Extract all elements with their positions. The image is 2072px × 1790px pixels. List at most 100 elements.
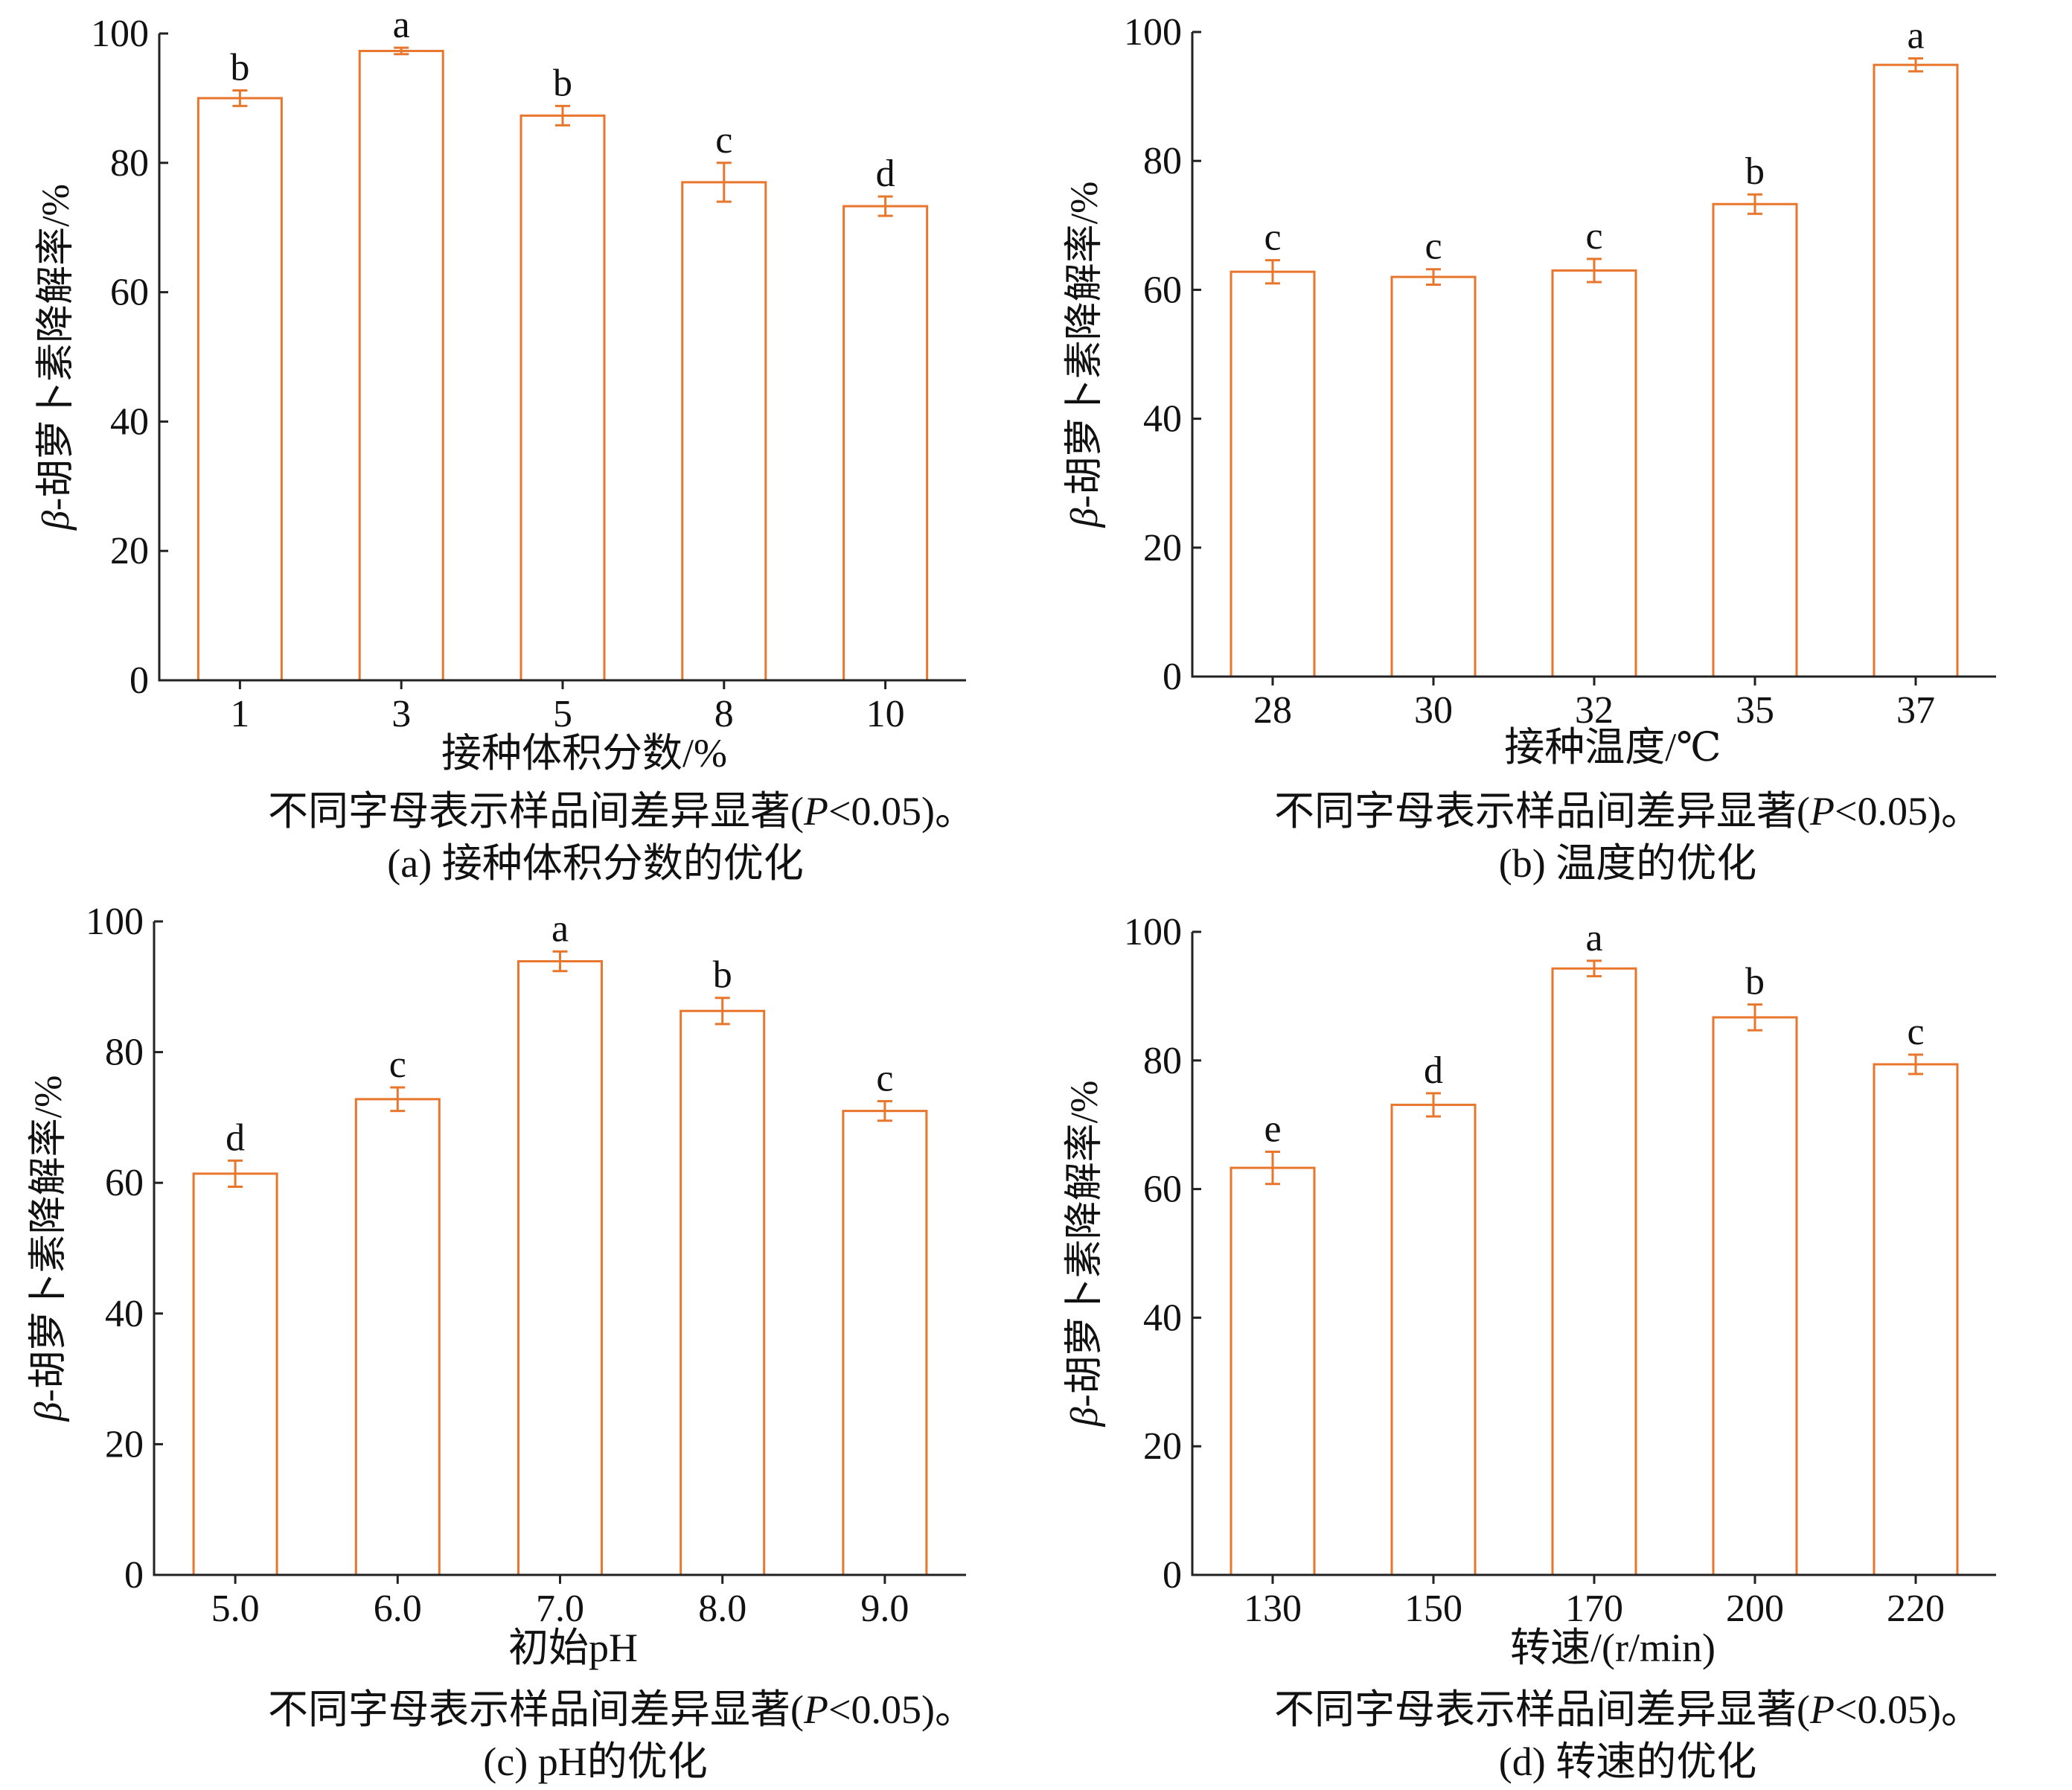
error-bar-32 (1587, 258, 1602, 284)
bar-200 (1712, 1016, 1798, 1576)
x-tick-label-7.0: 7.0 (536, 1588, 584, 1630)
y-tick-label-0: 0 (1163, 1554, 1182, 1596)
y-tick-label-0: 0 (130, 659, 149, 702)
y-tick-label-60: 60 (105, 1162, 144, 1204)
y-tick-label-60: 60 (110, 272, 149, 314)
chart-b-svg: c c c b a 0 20 40 60 80 100 28 30 32 35 37 接种温度/℃ β-胡萝卜素降… (1064, 11, 1996, 770)
chart-d-svg: e d a b c 0 20 40 60 80 100 130 150 170 200 220 转速/(r/mi… (1064, 911, 1996, 1670)
x-tick-label-5.0: 5.0 (211, 1588, 260, 1630)
bar-220 (1873, 1063, 1959, 1576)
significance-letter-32: c (1585, 215, 1602, 258)
bar-30 (1390, 275, 1477, 678)
y-tick-label-20: 20 (1143, 527, 1182, 569)
error-bar-6.0 (390, 1086, 406, 1113)
bar-8.0 (680, 1009, 766, 1576)
error-bar-3 (394, 46, 409, 56)
significance-letter-5.0: d (226, 1116, 245, 1159)
error-bar-8 (716, 162, 732, 203)
x-tick-label-170: 170 (1565, 1588, 1623, 1630)
error-bar-150 (1426, 1092, 1441, 1118)
chart-d-significance-note: 不同字母表示样品间差异显著(P<0.05)。 (1274, 1687, 1981, 1732)
x-tick-label-30: 30 (1414, 689, 1453, 732)
x-tick-label-1: 1 (230, 693, 249, 735)
bar-1 (196, 97, 283, 682)
error-bar-1 (232, 89, 248, 107)
bar-9.0 (842, 1110, 928, 1576)
chart-panel-a: b a b c d 0 20 40 60 80 100 1 3 5 8 10 接种体积分数/% β-胡萝卜素降解率… (0, 0, 1036, 895)
chart-panel-d: e d a b c 0 20 40 60 80 100 130 150 170 200 220 转速/(r/mi… (1036, 895, 2072, 1789)
x-tick-label-220: 220 (1887, 1588, 1945, 1630)
significance-letter-170: a (1585, 917, 1602, 959)
x-tick-label-130: 130 (1244, 1588, 1302, 1630)
bar-35 (1712, 202, 1798, 678)
x-tick-label-9.0: 9.0 (860, 1588, 909, 1630)
y-tick-label-0: 0 (124, 1554, 144, 1596)
chart-d-caption: (d) 转速的优化 (1498, 1739, 1757, 1784)
error-bar-220 (1908, 1053, 1923, 1075)
y-tick-label-40: 40 (110, 400, 149, 443)
x-tick-label-150: 150 (1404, 1588, 1462, 1630)
error-bar-5 (555, 104, 570, 127)
y-tick-label-0: 0 (1163, 656, 1182, 698)
chart-c-svg: d c a b c 0 20 40 60 80 100 5.0 6.0 7.0 8.0 9.0 初始pH β-胡萝… (28, 901, 966, 1670)
error-bar-37 (1908, 57, 1923, 73)
significance-letter-28: c (1264, 217, 1281, 259)
chart-a-significance-note: 不同字母表示样品间差异显著(P<0.05)。 (268, 789, 975, 834)
bar-10 (842, 205, 929, 682)
y-tick-label-100: 100 (91, 13, 149, 55)
x-tick-label-32: 32 (1575, 689, 1614, 732)
bar-37 (1873, 63, 1959, 678)
bar-5.0 (192, 1172, 278, 1576)
y-tick-label-100: 100 (86, 901, 144, 943)
error-bar-130 (1265, 1150, 1280, 1186)
significance-letter-30: c (1424, 226, 1442, 268)
bar-28 (1230, 270, 1316, 678)
bar-32 (1551, 269, 1637, 678)
error-bar-7.0 (552, 950, 568, 973)
error-bar-5.0 (228, 1159, 243, 1188)
x-tick-label-8: 8 (714, 693, 734, 735)
bar-150 (1390, 1103, 1477, 1576)
significance-letter-7.0: a (551, 907, 569, 950)
significance-letter-1: b (230, 46, 249, 89)
x-axis-label: 接种温度/℃ (1504, 725, 1721, 770)
y-tick-label-60: 60 (1143, 269, 1182, 311)
y-tick-label-20: 20 (110, 530, 149, 572)
x-axis-label: 转速/(r/min) (1510, 1626, 1716, 1670)
x-axis-label: 初始pH (508, 1626, 638, 1670)
bar-5 (519, 114, 606, 682)
y-tick-label-80: 80 (110, 142, 149, 185)
x-axis-label: 接种体积分数/% (441, 731, 727, 776)
bar-6.0 (354, 1098, 441, 1576)
x-tick-label-28: 28 (1253, 689, 1292, 732)
error-bar-8.0 (714, 997, 730, 1026)
y-axis-label: β-胡萝卜素降解率/% (35, 184, 77, 531)
error-bar-9.0 (877, 1099, 892, 1122)
y-tick-label-100: 100 (1124, 11, 1182, 54)
x-tick-label-6.0: 6.0 (374, 1588, 422, 1630)
error-bar-170 (1587, 959, 1602, 978)
error-bar-200 (1748, 1003, 1762, 1032)
bar-8 (681, 181, 767, 682)
chart-panel-c: d c a b c 0 20 40 60 80 100 5.0 6.0 7.0 8.0 9.0 初始pH β-胡萝… (0, 895, 1036, 1789)
significance-letter-6.0: c (389, 1043, 406, 1086)
x-tick-label-37: 37 (1896, 689, 1935, 732)
bar-170 (1551, 967, 1637, 1576)
chart-panel-b: c c c b a 0 20 40 60 80 100 28 30 32 35 37 接种温度/℃ β-胡萝卜素降… (1036, 0, 2072, 895)
y-axis-label: β-胡萝卜素降解率/% (28, 1075, 70, 1422)
significance-letter-8.0: b (713, 954, 732, 997)
error-bar-28 (1265, 259, 1280, 285)
chart-a-caption: (a) 接种体积分数的优化 (387, 841, 804, 886)
bar-3 (358, 49, 444, 682)
error-bar-30 (1426, 268, 1441, 286)
chart-b-significance-note: 不同字母表示样品间差异显著(P<0.05)。 (1274, 789, 1981, 834)
y-tick-label-20: 20 (1143, 1425, 1182, 1468)
y-tick-label-40: 40 (105, 1293, 144, 1335)
y-tick-label-60: 60 (1143, 1169, 1182, 1211)
y-tick-label-80: 80 (1143, 140, 1182, 182)
significance-letter-130: e (1264, 1107, 1281, 1150)
y-axis-label: β-胡萝卜素降解率/% (1064, 1081, 1106, 1428)
x-tick-label-5: 5 (553, 693, 572, 735)
x-tick-label-8.0: 8.0 (698, 1588, 746, 1630)
significance-letter-3: a (393, 4, 410, 46)
